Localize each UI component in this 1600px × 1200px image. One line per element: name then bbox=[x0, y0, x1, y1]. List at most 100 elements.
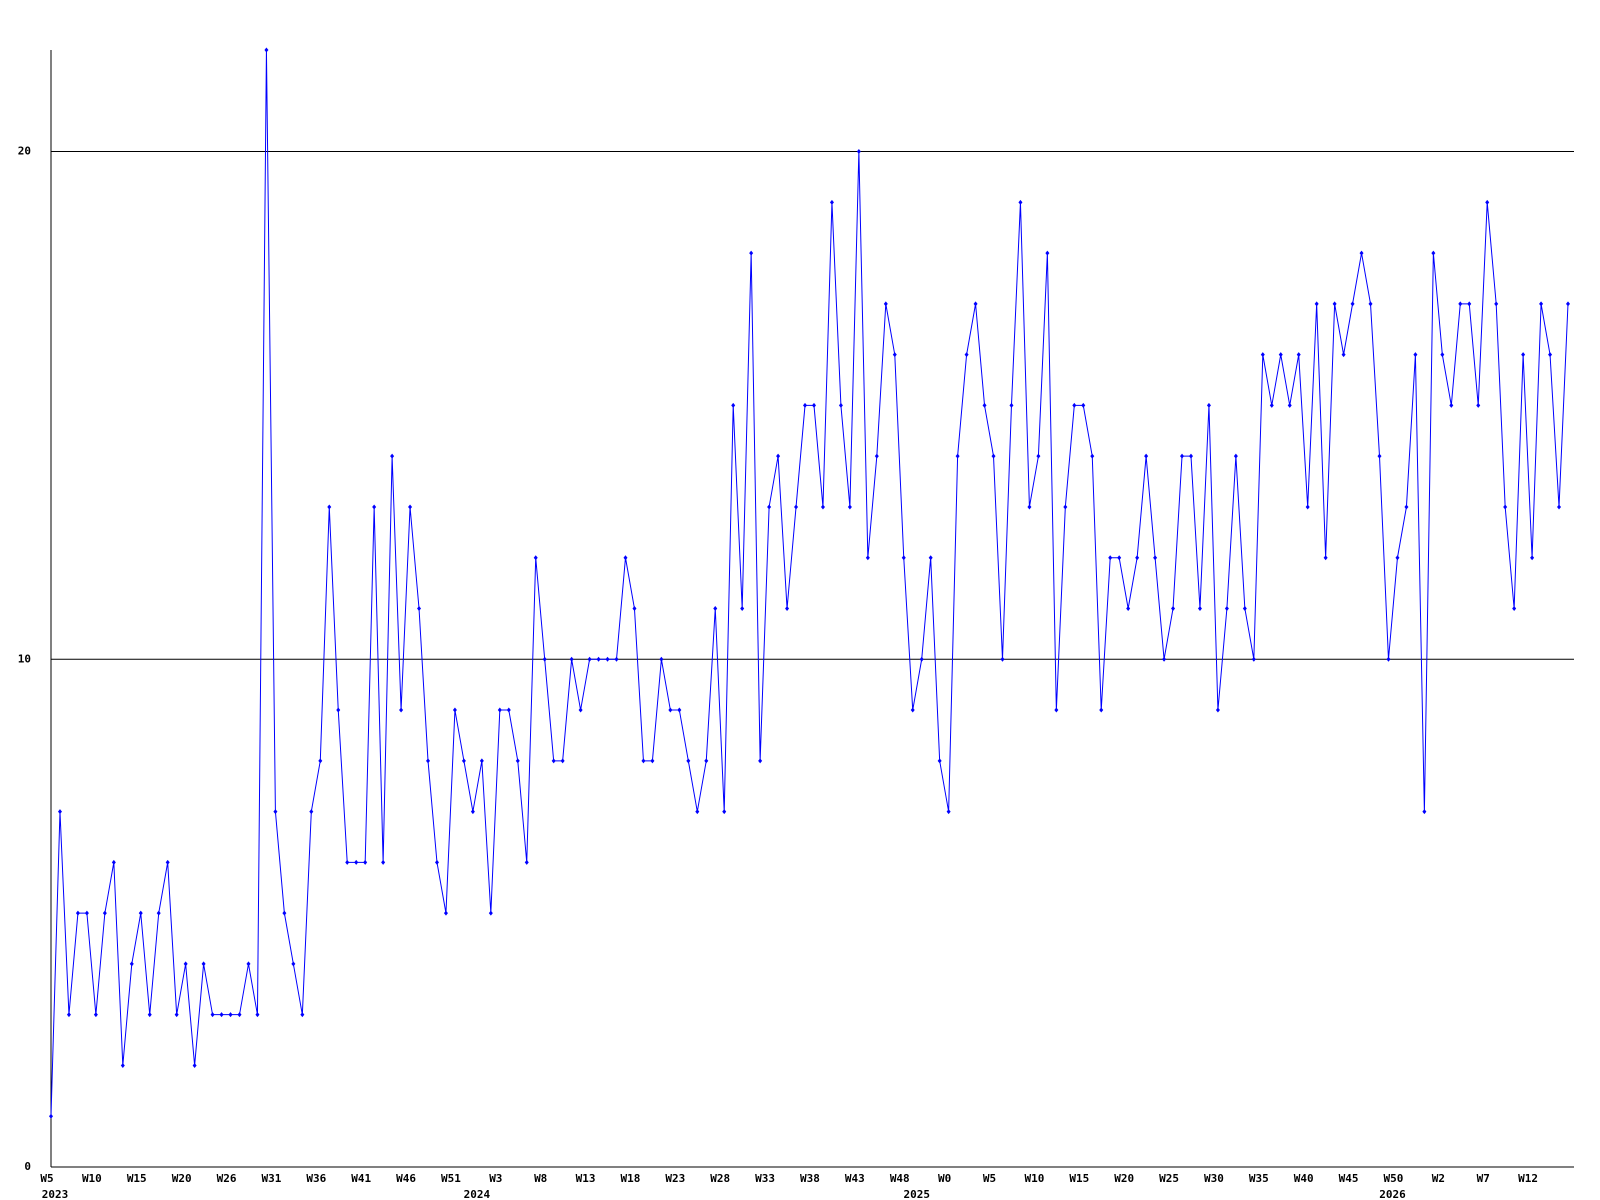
data-point bbox=[1557, 504, 1562, 510]
data-point bbox=[1206, 402, 1211, 408]
data-point bbox=[264, 47, 269, 53]
data-point bbox=[1323, 555, 1328, 561]
data-point bbox=[1377, 453, 1382, 459]
y-tick-label: 20 bbox=[18, 145, 31, 158]
x-tick-label: W43 bbox=[845, 1172, 865, 1185]
data-point bbox=[973, 301, 978, 307]
data-point bbox=[1386, 656, 1391, 662]
data-point bbox=[372, 504, 377, 510]
data-point bbox=[1476, 402, 1481, 408]
x-tick-label: W0 bbox=[938, 1172, 951, 1185]
data-point bbox=[1332, 301, 1337, 307]
data-point bbox=[1368, 301, 1373, 307]
data-point bbox=[1458, 301, 1463, 307]
data-point bbox=[228, 1012, 233, 1018]
data-point bbox=[1090, 453, 1095, 459]
data-point bbox=[1422, 809, 1427, 815]
data-point bbox=[1395, 555, 1400, 561]
data-point bbox=[928, 555, 933, 561]
data-point bbox=[937, 758, 942, 764]
data-point bbox=[614, 656, 619, 662]
data-point bbox=[309, 809, 314, 815]
data-point bbox=[399, 707, 404, 713]
x-tick-label: W20 bbox=[1114, 1172, 1134, 1185]
data-point bbox=[659, 656, 664, 662]
x-tick-label: W2 bbox=[1432, 1172, 1445, 1185]
data-point bbox=[408, 504, 413, 510]
data-point bbox=[1215, 707, 1220, 713]
data-point bbox=[829, 199, 834, 205]
data-point bbox=[1341, 352, 1346, 358]
data-point bbox=[345, 859, 350, 865]
data-point bbox=[183, 961, 188, 967]
x-tick-label: W7 bbox=[1477, 1172, 1490, 1185]
data-point bbox=[668, 707, 673, 713]
data-point bbox=[722, 809, 727, 815]
data-point bbox=[874, 453, 879, 459]
data-point bbox=[1503, 504, 1508, 510]
data-point bbox=[695, 809, 700, 815]
data-point bbox=[677, 707, 682, 713]
data-point bbox=[1171, 606, 1176, 611]
data-point bbox=[300, 1012, 305, 1018]
data-point bbox=[1278, 352, 1283, 358]
data-point bbox=[731, 402, 736, 408]
data-point bbox=[291, 961, 296, 967]
data-point bbox=[336, 707, 341, 713]
data-point bbox=[551, 758, 556, 764]
data-point bbox=[524, 859, 529, 865]
data-point bbox=[1224, 606, 1229, 611]
data-point bbox=[273, 809, 278, 815]
data-point bbox=[426, 758, 431, 764]
data-point bbox=[964, 352, 969, 358]
data-point bbox=[838, 402, 843, 408]
data-point bbox=[381, 859, 386, 865]
x-tick-label: W51 bbox=[441, 1172, 461, 1185]
data-point bbox=[1018, 199, 1023, 205]
x-tick-label: W50 bbox=[1384, 1172, 1404, 1185]
data-point bbox=[847, 504, 852, 510]
data-point bbox=[111, 859, 116, 865]
data-point bbox=[605, 656, 610, 662]
year-label: 2025 bbox=[903, 1188, 930, 1200]
data-point bbox=[488, 910, 493, 916]
x-tick-label: W20 bbox=[172, 1172, 192, 1185]
data-point bbox=[1054, 707, 1059, 713]
data-point bbox=[246, 961, 251, 967]
data-point bbox=[1296, 352, 1301, 358]
data-point bbox=[390, 453, 395, 459]
data-point bbox=[560, 758, 565, 764]
data-point bbox=[1188, 453, 1193, 459]
data-point bbox=[946, 809, 951, 815]
x-tick-label: W40 bbox=[1294, 1172, 1314, 1185]
data-point bbox=[165, 859, 170, 865]
data-point bbox=[443, 910, 448, 916]
data-point bbox=[417, 606, 422, 611]
x-tick-label: W30 bbox=[1204, 1172, 1224, 1185]
data-point bbox=[1197, 606, 1202, 611]
x-tick-label: W23 bbox=[665, 1172, 685, 1185]
data-point bbox=[641, 758, 646, 764]
x-tick-label: W10 bbox=[1024, 1172, 1044, 1185]
data-point bbox=[282, 910, 287, 916]
data-point bbox=[327, 504, 332, 510]
data-point bbox=[1521, 352, 1526, 358]
data-point bbox=[1233, 453, 1238, 459]
data-point bbox=[75, 910, 80, 916]
data-point bbox=[84, 910, 89, 916]
data-point bbox=[1162, 656, 1167, 662]
data-point bbox=[479, 758, 484, 764]
x-tick-label: W10 bbox=[82, 1172, 102, 1185]
data-point bbox=[1063, 504, 1068, 510]
data-point bbox=[578, 707, 583, 713]
data-point bbox=[1027, 504, 1032, 510]
data-point bbox=[363, 859, 368, 865]
year-label: 2023 bbox=[42, 1188, 69, 1200]
data-point bbox=[318, 758, 323, 764]
data-point bbox=[237, 1012, 242, 1018]
data-point bbox=[255, 1012, 260, 1018]
x-tick-label: W33 bbox=[755, 1172, 775, 1185]
data-point bbox=[102, 910, 107, 916]
data-point bbox=[569, 656, 574, 662]
